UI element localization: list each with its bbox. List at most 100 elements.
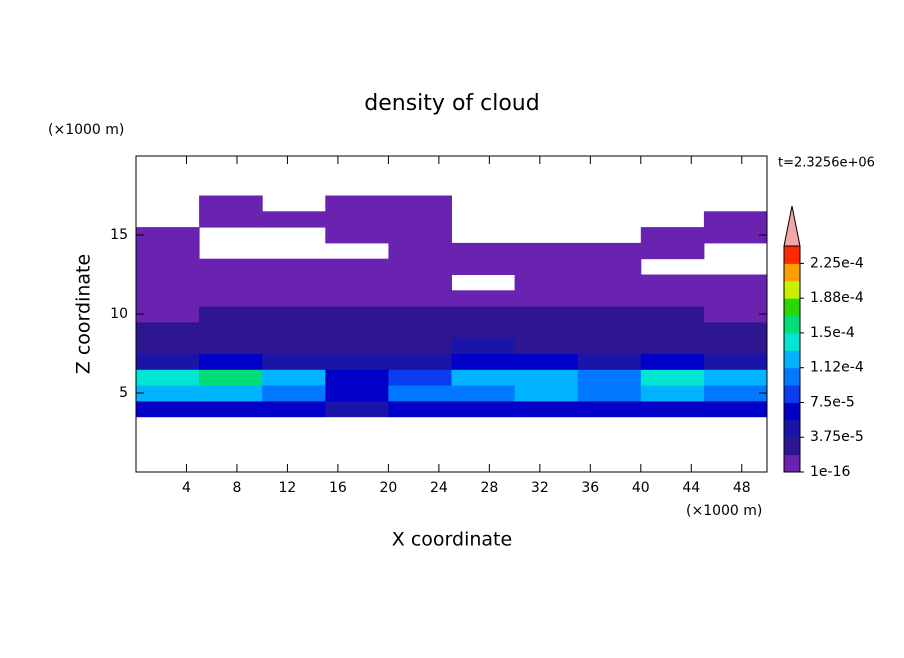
colorbar-band xyxy=(784,280,800,299)
contour-cell xyxy=(703,337,768,354)
chart-title: density of cloud xyxy=(364,91,539,116)
contour-cell xyxy=(262,369,326,386)
contour-cell xyxy=(262,274,326,291)
contour-cell xyxy=(199,400,263,418)
contour-cell xyxy=(514,400,579,418)
contour-cell xyxy=(388,290,452,307)
contour-cell xyxy=(703,227,768,244)
contour-cell xyxy=(577,274,642,291)
x-axis-label: X coordinate xyxy=(392,529,512,551)
contour-cell xyxy=(451,369,516,386)
contour-cell xyxy=(388,353,452,370)
contour-cell xyxy=(262,385,326,402)
contour-cell xyxy=(640,290,705,307)
contour-cell xyxy=(199,306,263,323)
contour-cell xyxy=(388,195,452,212)
contour-cell xyxy=(451,306,516,323)
contour-cell xyxy=(577,385,642,402)
contour-cell xyxy=(325,258,389,275)
contour-cell xyxy=(136,290,200,307)
contour-cell xyxy=(514,337,579,354)
contour-cell xyxy=(514,290,579,307)
colorbar-band xyxy=(784,454,800,473)
contour-cell xyxy=(262,258,326,275)
x-tick-label: 24 xyxy=(430,480,448,496)
contour-cell xyxy=(325,227,389,244)
contour-cell xyxy=(577,290,642,307)
y-axis-label: Z coordinate xyxy=(73,254,95,374)
contour-cell xyxy=(199,274,263,291)
time-annotation: t=2.3256e+06 xyxy=(778,156,875,171)
contour-cell xyxy=(388,258,452,275)
contour-cell xyxy=(325,321,389,339)
contour-cell xyxy=(325,274,389,291)
colorbar-tick-label: 1.5e-4 xyxy=(810,325,855,341)
x-tick-label: 48 xyxy=(733,480,751,496)
contour-cell xyxy=(199,211,263,228)
contour-cell xyxy=(325,369,389,386)
contour-cell xyxy=(451,290,516,307)
contour-cell xyxy=(325,195,389,212)
contour-cell xyxy=(199,385,263,402)
contour-cell xyxy=(136,242,200,260)
x-tick-label: 20 xyxy=(379,480,397,496)
contour-cell xyxy=(514,274,579,291)
contour-cell xyxy=(262,337,326,354)
contour-cell xyxy=(640,353,705,370)
contour-cell xyxy=(703,321,768,339)
colorbar-tick-label: 2.25e-4 xyxy=(810,255,864,271)
x-tick-label: 40 xyxy=(632,480,650,496)
contour-cell xyxy=(262,321,326,339)
colorbar-band xyxy=(784,437,800,456)
colorbar-tick-label: 1.88e-4 xyxy=(810,290,864,306)
y-unit: (×1000 m) xyxy=(48,122,124,138)
contour-cell xyxy=(577,321,642,339)
contour-cell xyxy=(703,290,768,307)
contour-cell xyxy=(136,227,200,244)
contour-cell xyxy=(703,400,768,418)
contour-cell xyxy=(388,242,452,260)
x-tick-label: 12 xyxy=(279,480,297,496)
y-tick-label: 15 xyxy=(110,227,128,243)
contour-cell xyxy=(388,369,452,386)
contour-cell xyxy=(388,337,452,354)
contour-cell xyxy=(640,400,705,418)
contour-cell xyxy=(514,385,579,402)
x-tick-label: 36 xyxy=(581,480,599,496)
colorbar-band xyxy=(784,298,800,317)
contour-cell xyxy=(262,306,326,323)
contour-cell xyxy=(388,385,452,402)
contour-cell xyxy=(199,353,263,370)
contour-cell xyxy=(199,195,263,212)
colorbar-band xyxy=(784,350,800,369)
contour-cell xyxy=(577,258,642,275)
contour-cell xyxy=(577,369,642,386)
contour-cell xyxy=(640,227,705,244)
contour-cell xyxy=(640,321,705,339)
contour-cell xyxy=(262,211,326,228)
contour-cell xyxy=(451,385,516,402)
contour-cell xyxy=(388,211,452,228)
contour-cell xyxy=(136,321,200,339)
contour-cell xyxy=(136,258,200,275)
contour-cell xyxy=(388,400,452,418)
contour-cell xyxy=(136,306,200,323)
contour-cell xyxy=(451,337,516,354)
contour-cell xyxy=(640,337,705,354)
y-tick-label: 5 xyxy=(119,385,128,401)
contour-cell xyxy=(451,400,516,418)
contour-cell xyxy=(703,385,768,402)
contour-cell xyxy=(577,337,642,354)
contour-cell xyxy=(451,321,516,339)
x-tick-label: 8 xyxy=(232,480,241,496)
contour-cell xyxy=(199,369,263,386)
contour-cell xyxy=(577,306,642,323)
contour-cell xyxy=(136,400,200,418)
contour-cell xyxy=(577,353,642,370)
contour-cell xyxy=(199,337,263,354)
contour-cell xyxy=(388,227,452,244)
contour-cell xyxy=(325,353,389,370)
colorbar-band xyxy=(784,315,800,334)
colorbar-tick-label: 1.12e-4 xyxy=(810,360,864,376)
